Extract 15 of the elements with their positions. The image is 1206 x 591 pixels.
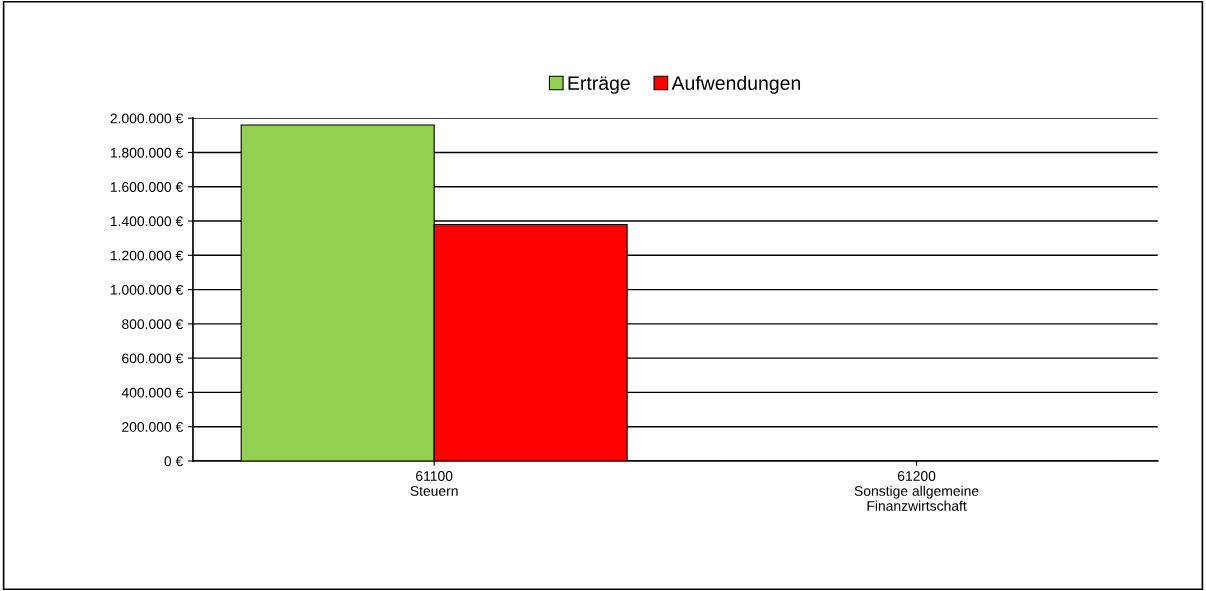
legend-label: Erträge bbox=[568, 76, 630, 94]
y-tick-label: 400.000 € bbox=[121, 387, 184, 398]
x-tick-label: 61100 Steuern bbox=[410, 471, 458, 496]
y-tick-label: 1.000.000 € bbox=[110, 284, 184, 295]
x-tick-label: 61200 Sonstige allgemeine Finanzwirtschaft bbox=[854, 471, 979, 511]
y-tick-label: 800.000 € bbox=[122, 319, 184, 330]
y-tick-label: 0 € bbox=[164, 456, 184, 467]
y-tick-label: 2.000.000 € bbox=[110, 113, 184, 124]
y-tick-label: 1.800.000 € bbox=[110, 147, 184, 158]
y-tick-label: 1.400.000 € bbox=[110, 216, 184, 227]
y-tick-label: 600.000 € bbox=[122, 353, 184, 364]
y-tick-label: 200.000 € bbox=[122, 422, 184, 432]
legend-label: Aufwendungen bbox=[671, 75, 801, 94]
y-tick-label: 1.200.000 € bbox=[110, 250, 184, 261]
y-tick-label: 1.600.000 € bbox=[110, 182, 184, 192]
